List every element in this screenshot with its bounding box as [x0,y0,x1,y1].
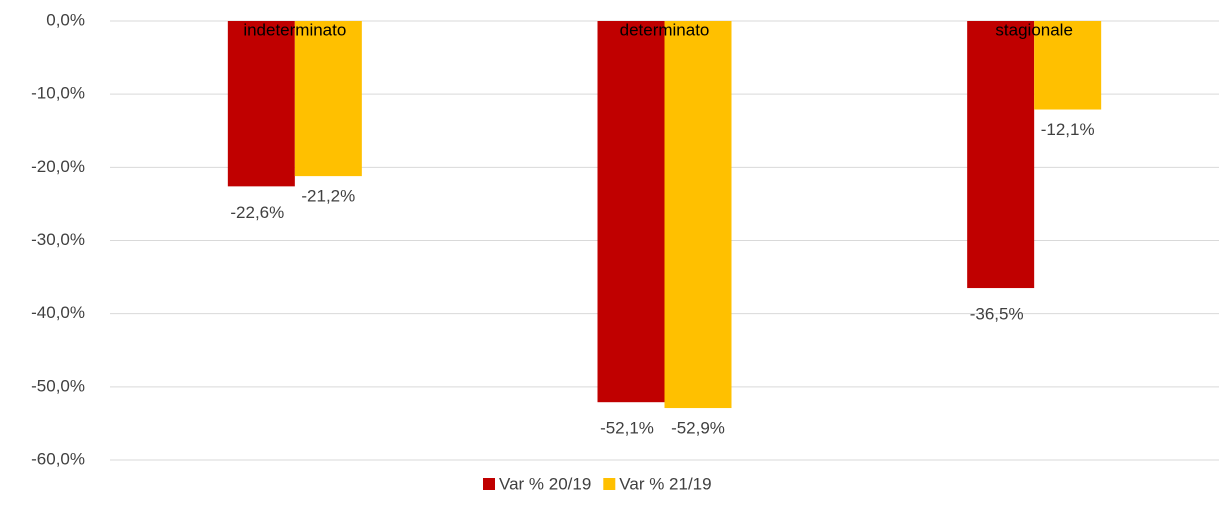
bar [967,21,1035,289]
bar [1034,21,1102,110]
category-label: stagionale [995,20,1073,39]
y-tick-label: -20,0% [31,157,85,176]
bar [664,21,732,409]
data-label: -22,6% [230,203,284,222]
y-tick-label: -50,0% [31,376,85,395]
data-label: -12,1% [1041,120,1095,139]
y-tick-label: -40,0% [31,303,85,322]
data-label: -21,2% [301,187,355,206]
category-label: determinato [620,20,710,39]
data-label: -36,5% [970,305,1024,324]
data-label: -52,9% [671,419,725,438]
y-tick-label: -60,0% [31,449,85,468]
y-tick-label: -10,0% [31,84,85,103]
legend-label: Var % 20/19 [499,474,591,493]
bar [597,21,665,403]
bar [227,21,295,187]
bar [294,21,362,177]
category-label: indeterminato [243,20,346,39]
y-tick-label: 0,0% [46,10,85,29]
legend-label: Var % 21/19 [619,474,711,493]
legend-swatch [603,478,616,490]
legend-swatch [483,478,495,490]
data-label: -52,1% [600,419,654,438]
y-tick-label: -30,0% [31,230,85,249]
